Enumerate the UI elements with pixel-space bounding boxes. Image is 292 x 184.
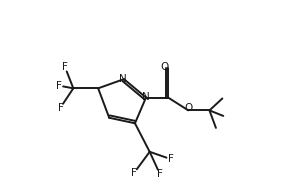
Text: F: F [157,169,163,179]
Text: F: F [62,62,68,72]
Text: F: F [168,154,174,164]
Text: O: O [184,103,192,113]
Text: F: F [56,81,62,91]
Text: N: N [142,92,150,102]
Text: F: F [131,168,137,178]
Text: N: N [119,75,127,84]
Text: O: O [160,62,168,72]
Text: F: F [58,103,63,113]
